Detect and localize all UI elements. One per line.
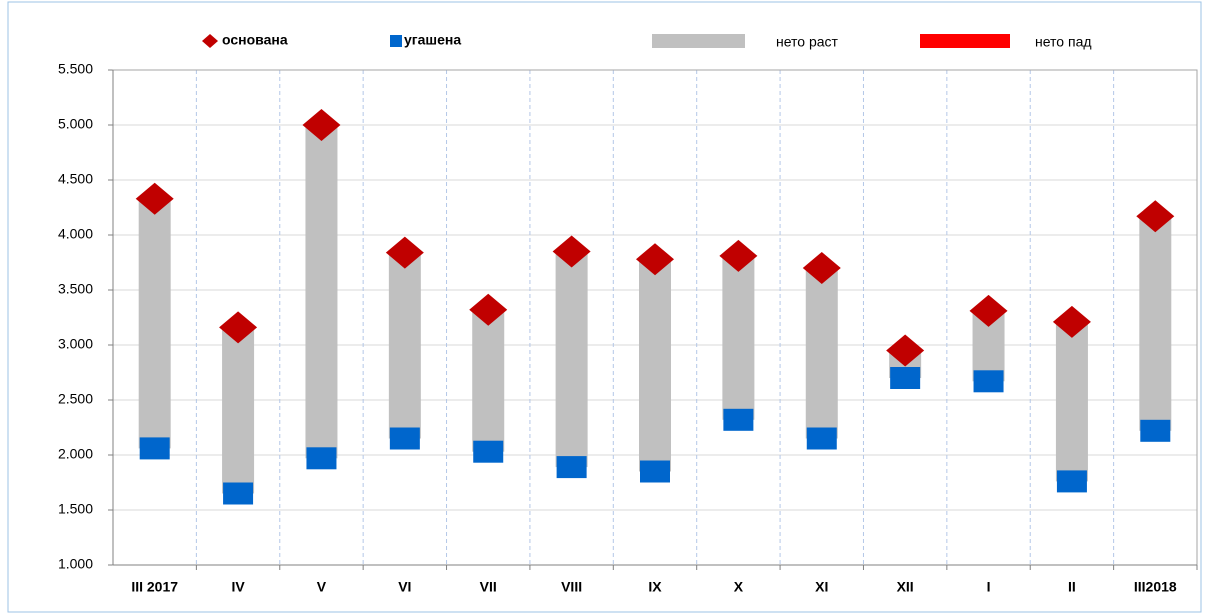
diamond-marker bbox=[302, 109, 341, 141]
legend-label: нето раст bbox=[776, 34, 839, 50]
x-tick-label: IV bbox=[231, 579, 245, 595]
square-marker bbox=[890, 367, 921, 389]
range-bar bbox=[639, 259, 671, 472]
range-bar bbox=[472, 309, 505, 452]
square-marker bbox=[723, 408, 754, 431]
chart-frame bbox=[7, 1, 1202, 613]
x-tick-label: XII bbox=[897, 579, 914, 595]
diamond-marker bbox=[802, 252, 841, 284]
x-tick-label: VIII bbox=[561, 579, 582, 595]
legend-diamond bbox=[202, 34, 218, 48]
diamond-marker bbox=[552, 235, 591, 268]
x-tick-label: I bbox=[987, 579, 991, 595]
square-marker bbox=[1056, 470, 1087, 493]
legend-label: основана bbox=[222, 32, 288, 48]
square-marker bbox=[306, 447, 337, 470]
y-tick-label: 5.500 bbox=[58, 61, 93, 77]
square-marker bbox=[973, 370, 1004, 393]
y-tick-label: 4.000 bbox=[58, 226, 93, 242]
square-marker bbox=[473, 440, 504, 463]
y-tick-label: 1.500 bbox=[58, 501, 93, 517]
diamond-marker bbox=[969, 294, 1008, 327]
range-bar bbox=[1139, 216, 1172, 431]
diamond-marker bbox=[135, 182, 174, 215]
range-bar bbox=[555, 251, 588, 468]
square-marker bbox=[640, 460, 670, 483]
diamond-marker bbox=[469, 293, 508, 326]
x-tick-label: V bbox=[317, 579, 327, 595]
range-bar bbox=[388, 252, 421, 439]
square-marker bbox=[1140, 419, 1171, 442]
square-marker bbox=[556, 456, 587, 479]
legend-square bbox=[390, 35, 402, 47]
diamond-marker bbox=[636, 243, 674, 276]
x-tick-label: II bbox=[1068, 579, 1076, 595]
range-bar bbox=[722, 255, 755, 420]
y-tick-label: 2.500 bbox=[58, 391, 93, 407]
diamond-marker bbox=[1052, 305, 1091, 338]
x-tick-label: VII bbox=[480, 579, 497, 595]
square-marker bbox=[139, 437, 170, 460]
x-tick-label: III 2017 bbox=[131, 579, 178, 595]
y-tick-label: 3.500 bbox=[58, 281, 93, 297]
diamond-marker bbox=[385, 236, 424, 269]
range-bar bbox=[138, 198, 171, 449]
range-bar bbox=[222, 327, 255, 494]
x-tick-label: IX bbox=[648, 579, 662, 595]
x-tick-label: X bbox=[734, 579, 744, 595]
range-bar bbox=[305, 125, 338, 459]
legend-label: нето пад bbox=[1035, 34, 1092, 50]
legend-range-swatch bbox=[652, 34, 745, 48]
x-tick-label: XI bbox=[815, 579, 828, 595]
diamond-marker bbox=[886, 334, 925, 367]
legend-label: угашена bbox=[404, 32, 461, 48]
y-tick-label: 3.000 bbox=[58, 336, 93, 352]
range-bar bbox=[1055, 321, 1088, 482]
range-bar bbox=[805, 268, 838, 439]
diamond-marker bbox=[1136, 200, 1175, 233]
x-tick-label: III2018 bbox=[1134, 579, 1177, 595]
y-tick-label: 5.000 bbox=[58, 116, 93, 132]
square-marker bbox=[389, 427, 420, 450]
diamond-marker bbox=[219, 311, 258, 344]
y-tick-label: 4.500 bbox=[58, 171, 93, 187]
diamond-marker bbox=[719, 239, 758, 272]
square-marker bbox=[223, 482, 254, 505]
legend-range-swatch bbox=[920, 34, 1010, 48]
square-marker bbox=[806, 427, 837, 450]
y-tick-label: 1.000 bbox=[58, 556, 93, 572]
y-tick-label: 2.000 bbox=[58, 446, 93, 462]
x-tick-label: VI bbox=[398, 579, 411, 595]
